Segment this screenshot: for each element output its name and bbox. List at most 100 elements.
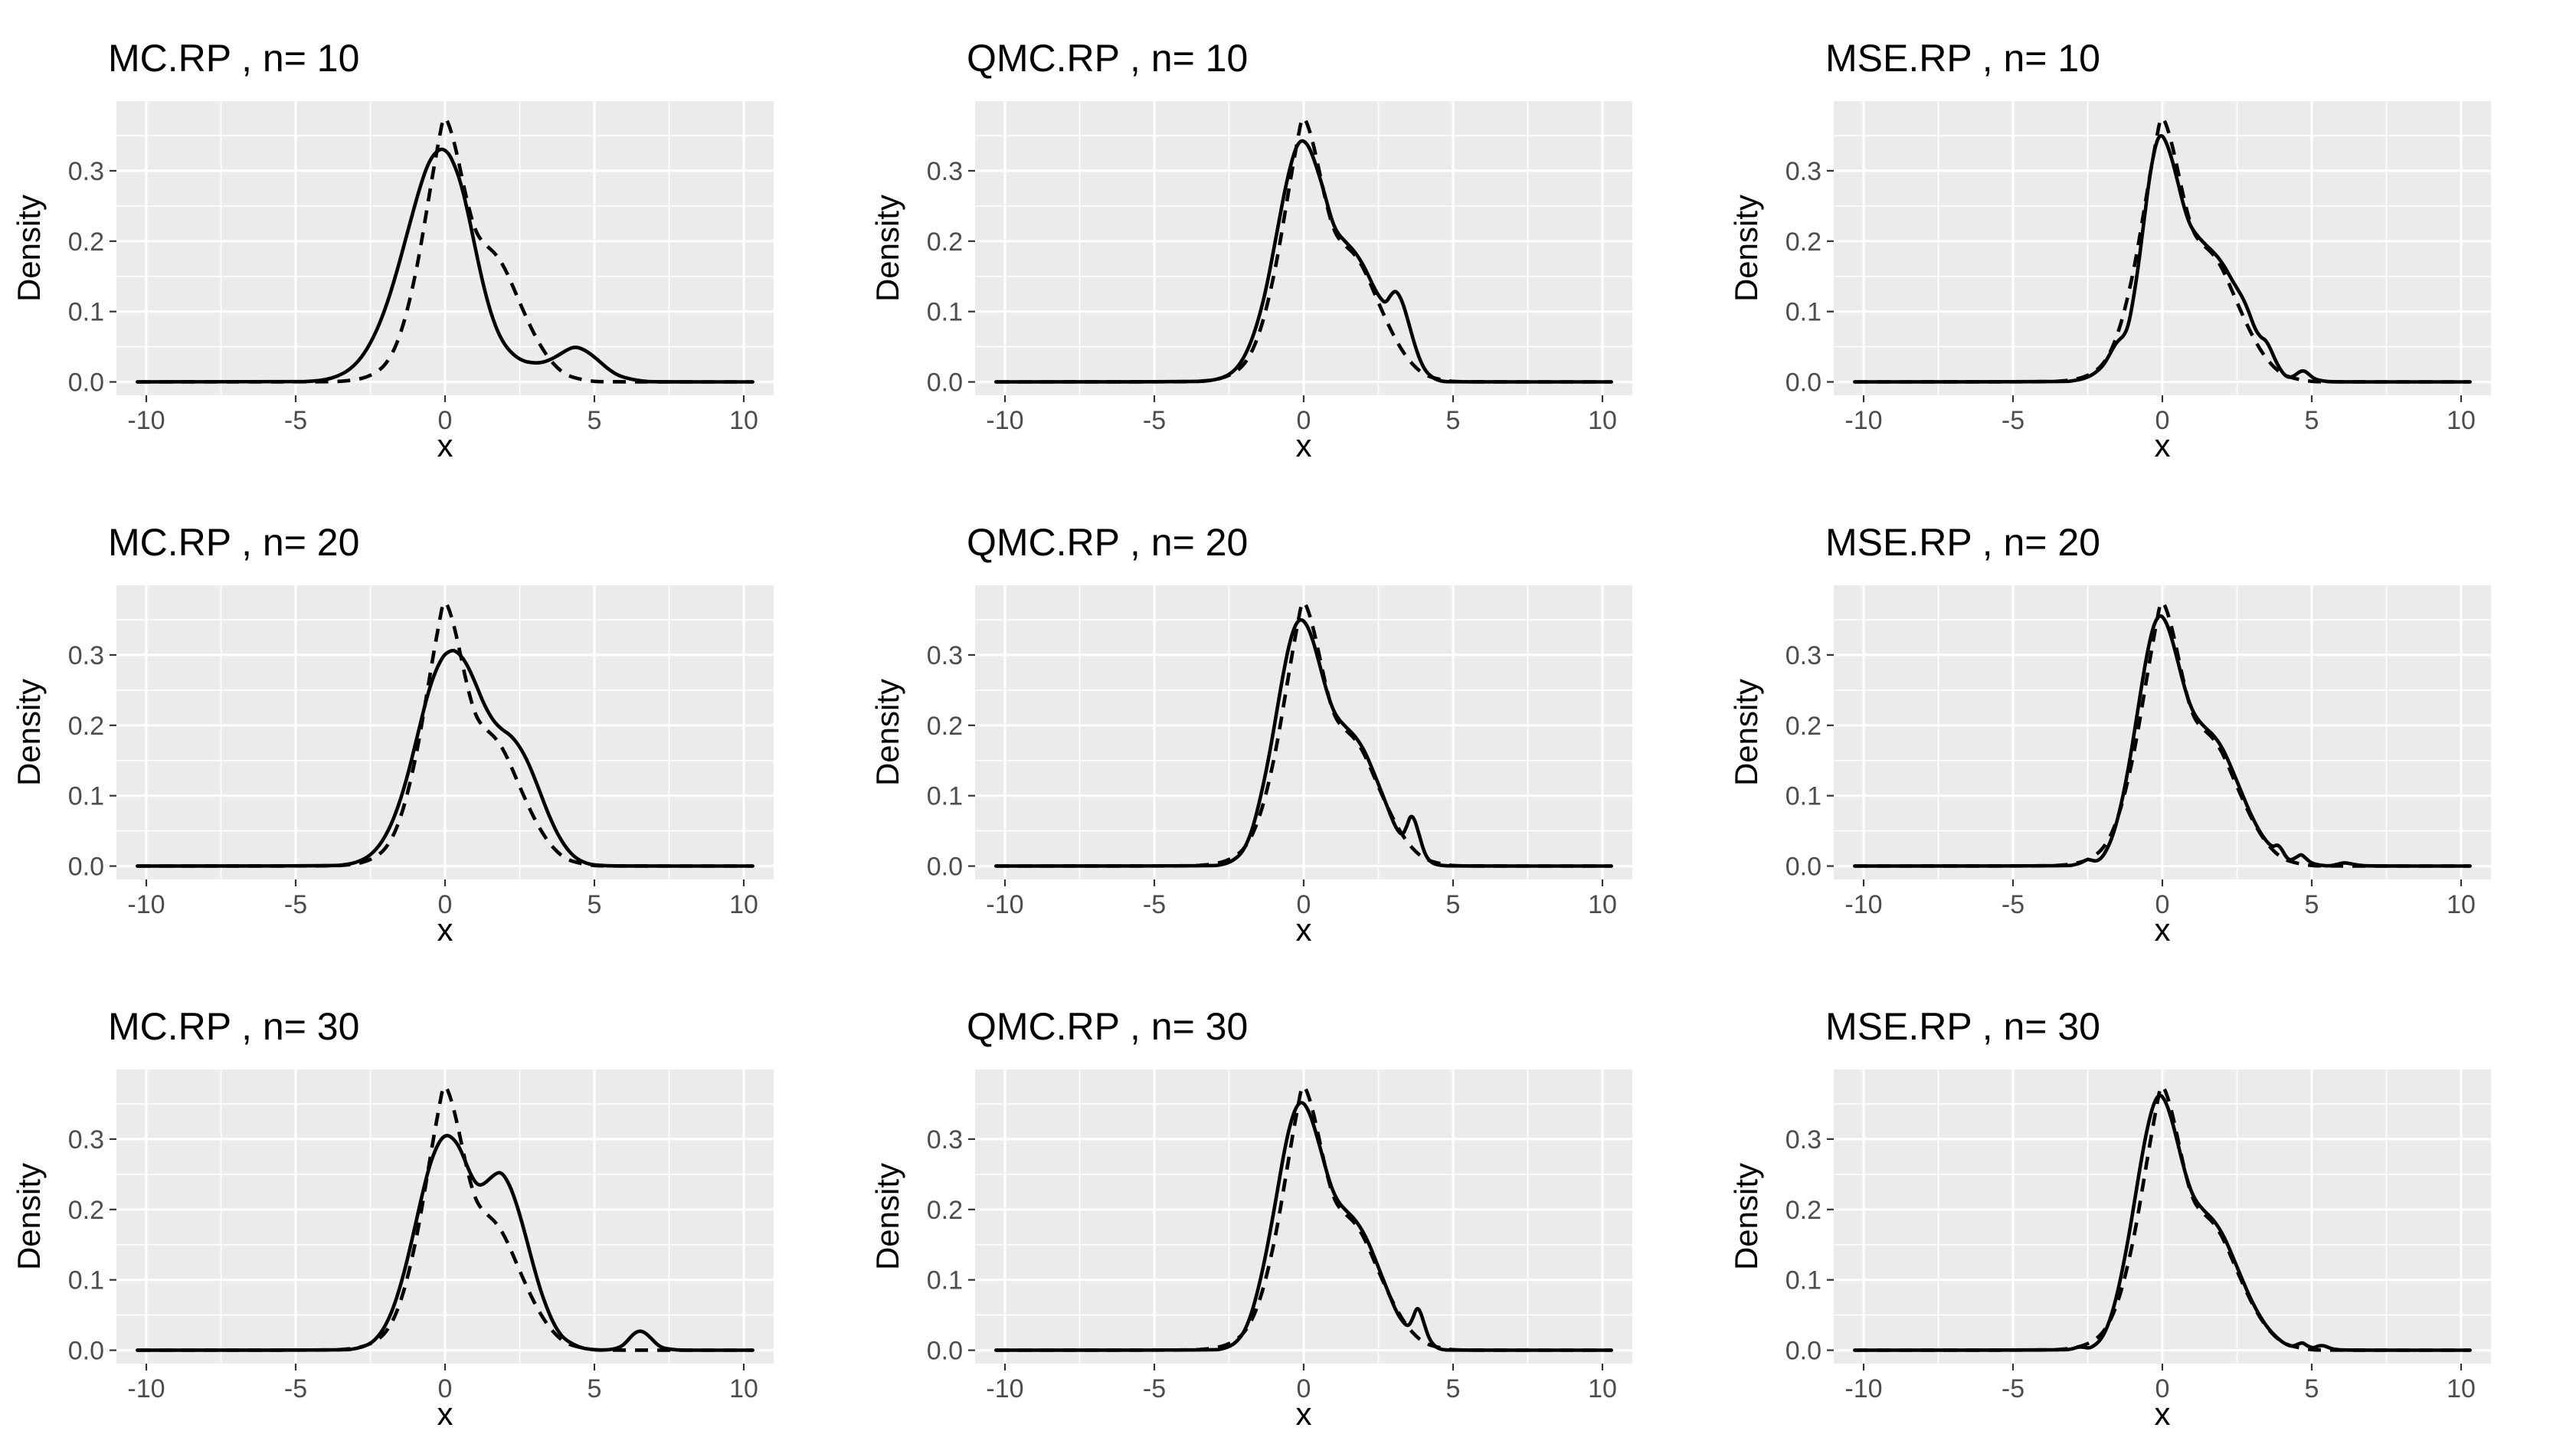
y-tick-label: 0.2 [68,712,104,741]
x-tick-label: 10 [1588,890,1617,919]
y-axis-title: Density [1728,679,1764,786]
density-plot-svg: -10 -5 0 5 10 0.0 0.1 0.2 0.3 x Density [869,1069,1632,1432]
density-panel-qmc-n10: -10 -5 0 5 10 0.0 0.1 0.2 0.3 x Density QMC.RP , n… [859,0,1717,484]
y-tick-label: 0.2 [1786,712,1822,741]
x-tick-label: -10 [986,890,1023,919]
panel-title: MC.RP , n= 20 [108,521,360,564]
x-tick-label: -10 [127,890,165,919]
panel-title: MSE.RP , n= 30 [1825,1005,2100,1048]
y-tick-label: 0.0 [68,1337,104,1366]
x-tick-label: -10 [1844,890,1882,919]
solid-density-curve [136,147,754,384]
panel-title: QMC.RP , n= 20 [967,521,1249,564]
density-plot-svg: -10 -5 0 5 10 0.0 0.1 0.2 0.3 x Density [1728,101,2491,463]
y-tick-label: 0.2 [68,1196,104,1225]
x-axis-title: x [1296,427,1312,463]
y-axis-title: Density [11,195,47,302]
x-tick-label: -5 [2002,406,2024,435]
x-tick-label: 10 [2447,890,2476,919]
panel-title: MSE.RP , n= 20 [1825,521,2100,564]
panel-title: MC.RP , n= 10 [108,37,360,80]
x-axis-title: x [2155,912,2171,948]
x-tick-label: -10 [127,1374,165,1403]
x-tick-label: 0 [1297,890,1311,919]
density-plot-svg: -10 -5 0 5 10 0.0 0.1 0.2 0.3 x Density [869,101,1632,463]
density-panel-mse-n10: -10 -5 0 5 10 0.0 0.1 0.2 0.3 x Density MSE.RP , n… [1717,0,2576,484]
density-plot-svg: -10 -5 0 5 10 0.0 0.1 0.2 0.3 x Density [11,585,774,948]
y-axis-title: Density [869,679,905,786]
y-tick-label: 0.0 [68,368,104,398]
density-panel-mc-n10: -10 -5 0 5 10 0.0 0.1 0.2 0.3 x Density MC.RP , n=… [0,0,859,484]
y-tick-label: 0.0 [68,853,104,882]
y-tick-label: 0.1 [927,782,963,811]
x-axis-title: x [437,912,453,948]
solid-density-curve [994,139,1613,384]
y-tick-label: 0.2 [1786,228,1822,257]
y-axis-title: Density [11,1163,47,1270]
x-tick-label: 0 [2155,406,2170,435]
x-tick-label: 0 [2155,890,2170,919]
dashed-density-curve [137,116,753,384]
x-tick-label: 10 [729,890,758,919]
x-tick-label: 10 [729,406,758,435]
y-tick-label: 0.1 [1786,782,1822,811]
y-axis-title: Density [1728,1163,1764,1270]
y-tick-label: 0.3 [68,1125,104,1154]
x-tick-label: 10 [729,1374,758,1403]
x-axis-title: x [1296,1396,1312,1432]
x-tick-label: 5 [1446,890,1461,919]
panel-title: QMC.RP , n= 10 [967,37,1249,80]
x-tick-label: -5 [284,1374,307,1403]
x-tick-label: 0 [1297,1374,1311,1403]
x-tick-label: -5 [1143,1374,1166,1403]
density-panel-mc-n30: -10 -5 0 5 10 0.0 0.1 0.2 0.3 x Density MC.RP , n=… [0,968,859,1452]
y-tick-label: 0.1 [68,1266,104,1295]
x-tick-label: 5 [1446,1374,1461,1403]
x-axis-title: x [437,427,453,463]
dashed-density-curve [1854,601,2470,868]
y-tick-label: 0.1 [927,298,963,327]
dashed-density-curve [996,116,1612,384]
x-tick-label: -5 [284,406,307,435]
x-tick-label: -5 [2002,1374,2024,1403]
solid-density-curve [1853,614,2472,868]
x-axis-title: x [1296,912,1312,948]
dashed-density-curve [1854,1085,2470,1352]
density-panel-mse-n30: -10 -5 0 5 10 0.0 0.1 0.2 0.3 x Density MSE.RP , n… [1717,968,2576,1452]
y-tick-label: 0.1 [68,298,104,327]
solid-density-curve [994,1101,1613,1352]
density-plot-svg: -10 -5 0 5 10 0.0 0.1 0.2 0.3 x Density [1728,1069,2491,1432]
dashed-density-curve [1854,116,2470,384]
y-axis-title: Density [869,1163,905,1270]
y-tick-label: 0.3 [68,157,104,186]
x-tick-label: -5 [284,890,307,919]
y-tick-label: 0.3 [927,157,963,186]
x-tick-label: 5 [2305,890,2319,919]
x-axis-title: x [2155,427,2171,463]
dashed-density-curve [137,1085,753,1352]
x-tick-label: 0 [438,1374,453,1403]
y-tick-label: 0.0 [927,1337,963,1366]
y-tick-label: 0.0 [1786,368,1822,398]
density-panel-qmc-n30: -10 -5 0 5 10 0.0 0.1 0.2 0.3 x Density QMC.RP , n… [859,968,1717,1452]
x-tick-label: 10 [2447,406,2476,435]
solid-density-curve [136,1134,754,1352]
x-tick-label: 10 [2447,1374,2476,1403]
y-tick-label: 0.3 [927,641,963,670]
y-tick-label: 0.1 [1786,298,1822,327]
y-axis-title: Density [869,195,905,302]
x-tick-label: -10 [1844,1374,1882,1403]
y-tick-label: 0.0 [927,368,963,398]
x-tick-label: 5 [588,1374,602,1403]
x-tick-label: 0 [438,890,453,919]
x-axis-title: x [437,1396,453,1432]
panel-title: QMC.RP , n= 30 [967,1005,1249,1048]
y-tick-label: 0.2 [68,228,104,257]
y-tick-label: 0.0 [1786,853,1822,882]
panel-title: MC.RP , n= 30 [108,1005,360,1048]
y-tick-label: 0.3 [927,1125,963,1154]
y-axis-title: Density [1728,195,1764,302]
x-tick-label: -5 [1143,890,1166,919]
y-tick-label: 0.3 [1786,641,1822,670]
